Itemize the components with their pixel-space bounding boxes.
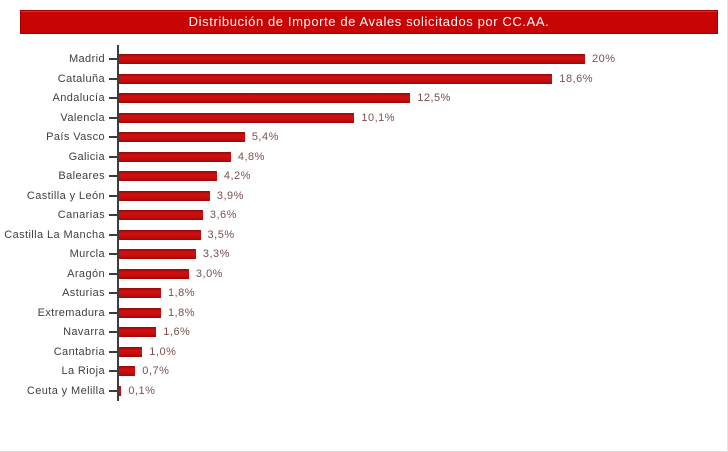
bar-row: Extremadura 1,8% bbox=[0, 303, 727, 323]
category-label: País Vasco bbox=[46, 131, 105, 144]
bar bbox=[119, 288, 161, 299]
bar bbox=[119, 307, 161, 318]
category-label: Castilla y León bbox=[26, 189, 105, 202]
bar bbox=[119, 346, 143, 357]
axis-tick-icon bbox=[109, 175, 117, 178]
category-label: Asturias bbox=[62, 287, 105, 300]
bar-row: Baleares 4,2% bbox=[0, 167, 727, 187]
category-label: Cataluña bbox=[57, 72, 105, 85]
axis-tick-icon bbox=[109, 97, 117, 100]
axis-tick-icon bbox=[109, 136, 117, 139]
axis-tick-icon bbox=[109, 292, 117, 295]
bar bbox=[119, 249, 196, 260]
category-label: Navarra bbox=[63, 326, 105, 339]
bar-row: Aragón 3,0% bbox=[0, 264, 727, 284]
category-label: Castilla La Mancha bbox=[4, 228, 105, 241]
axis-tick-icon bbox=[109, 214, 117, 217]
value-label: 1,0% bbox=[149, 345, 177, 358]
bar-row: Castilla La Mancha 3,5% bbox=[0, 225, 727, 245]
axis-tick-icon bbox=[109, 116, 117, 119]
axis-tick-icon bbox=[109, 233, 117, 236]
bar-row: Navarra 1,6% bbox=[0, 323, 727, 343]
bar bbox=[119, 93, 411, 104]
value-label: 10,1% bbox=[361, 111, 396, 124]
bar bbox=[119, 132, 245, 143]
value-label: 1,6% bbox=[163, 326, 191, 339]
bar bbox=[119, 54, 585, 65]
bar bbox=[119, 73, 553, 84]
category-label: Aragón bbox=[67, 267, 105, 280]
category-label: La Rioja bbox=[61, 365, 105, 378]
value-label: 5,4% bbox=[251, 131, 279, 144]
y-axis-line bbox=[117, 45, 119, 401]
bar bbox=[119, 268, 189, 279]
bar bbox=[119, 171, 217, 182]
bar bbox=[119, 210, 203, 221]
bar bbox=[119, 327, 157, 338]
bar-row: País Vasco 5,4% bbox=[0, 128, 727, 148]
value-label: 3,6% bbox=[209, 209, 237, 222]
axis-tick-icon bbox=[109, 370, 117, 373]
bar-rows: Madrid 20% Cataluña 18,6% Andalucía 12,5… bbox=[0, 45, 727, 401]
bar-row: Ceuta y Melilla 0,1% bbox=[0, 381, 727, 401]
bar bbox=[119, 366, 136, 377]
bar-row: Andalucía 12,5% bbox=[0, 89, 727, 109]
value-label: 3,3% bbox=[202, 248, 230, 261]
value-label: 20% bbox=[592, 53, 616, 66]
value-label: 12,5% bbox=[417, 92, 451, 105]
bar bbox=[119, 112, 355, 123]
bar-row: Madrid 20% bbox=[0, 50, 727, 70]
value-label: 4,8% bbox=[237, 150, 265, 163]
chart-title: Distribución de Importe de Avales solici… bbox=[20, 10, 718, 34]
category-label: Valencla bbox=[60, 111, 105, 124]
value-label: 3,5% bbox=[207, 228, 235, 241]
category-label: Canarias bbox=[57, 209, 105, 222]
axis-tick-icon bbox=[109, 331, 117, 334]
bar bbox=[119, 190, 210, 201]
bar-row: Murcla 3,3% bbox=[0, 245, 727, 265]
bar-row: Cataluña 18,6% bbox=[0, 69, 727, 89]
bar bbox=[119, 385, 122, 396]
axis-tick-icon bbox=[109, 311, 117, 314]
value-label: 3,9% bbox=[216, 189, 244, 202]
axis-tick-icon bbox=[109, 194, 117, 197]
bar-row: Canarias 3,6% bbox=[0, 206, 727, 226]
bar-chart: Madrid 20% Cataluña 18,6% Andalucía 12,5… bbox=[0, 45, 727, 401]
axis-tick-icon bbox=[109, 272, 117, 275]
category-label: Murcla bbox=[69, 248, 105, 261]
category-label: Cantabria bbox=[53, 345, 105, 358]
axis-tick-icon bbox=[109, 58, 117, 61]
axis-tick-icon bbox=[109, 253, 117, 256]
bar-row: Asturias 1,8% bbox=[0, 284, 727, 304]
bar-row: La Rioja 0,7% bbox=[0, 362, 727, 382]
category-label: Ceuta y Melilla bbox=[26, 384, 105, 397]
bar-row: Valencla 10,1% bbox=[0, 108, 727, 128]
axis-tick-icon bbox=[109, 77, 117, 80]
axis-tick-icon bbox=[109, 350, 117, 353]
value-label: 18,6% bbox=[559, 72, 594, 85]
category-label: Andalucía bbox=[52, 92, 105, 105]
axis-tick-icon bbox=[109, 389, 117, 392]
category-label: Extremadura bbox=[37, 306, 105, 319]
category-label: Galicia bbox=[68, 150, 105, 163]
value-label: 1,8% bbox=[167, 287, 196, 300]
value-label: 1,8% bbox=[167, 306, 196, 319]
bar bbox=[119, 151, 231, 162]
bar-row: Cantabria 1,0% bbox=[0, 342, 727, 362]
category-label: Baleares bbox=[58, 170, 105, 183]
category-label: Madrid bbox=[68, 53, 105, 66]
value-label: 0,1% bbox=[128, 384, 156, 397]
bar-row: Galicia 4,8% bbox=[0, 147, 727, 167]
bar bbox=[119, 229, 201, 240]
axis-tick-icon bbox=[109, 155, 117, 158]
value-label: 3,0% bbox=[195, 267, 223, 280]
bar-row: Castilla y León 3,9% bbox=[0, 186, 727, 206]
value-label: 0,7% bbox=[142, 365, 170, 378]
value-label: 4,2% bbox=[223, 170, 251, 183]
